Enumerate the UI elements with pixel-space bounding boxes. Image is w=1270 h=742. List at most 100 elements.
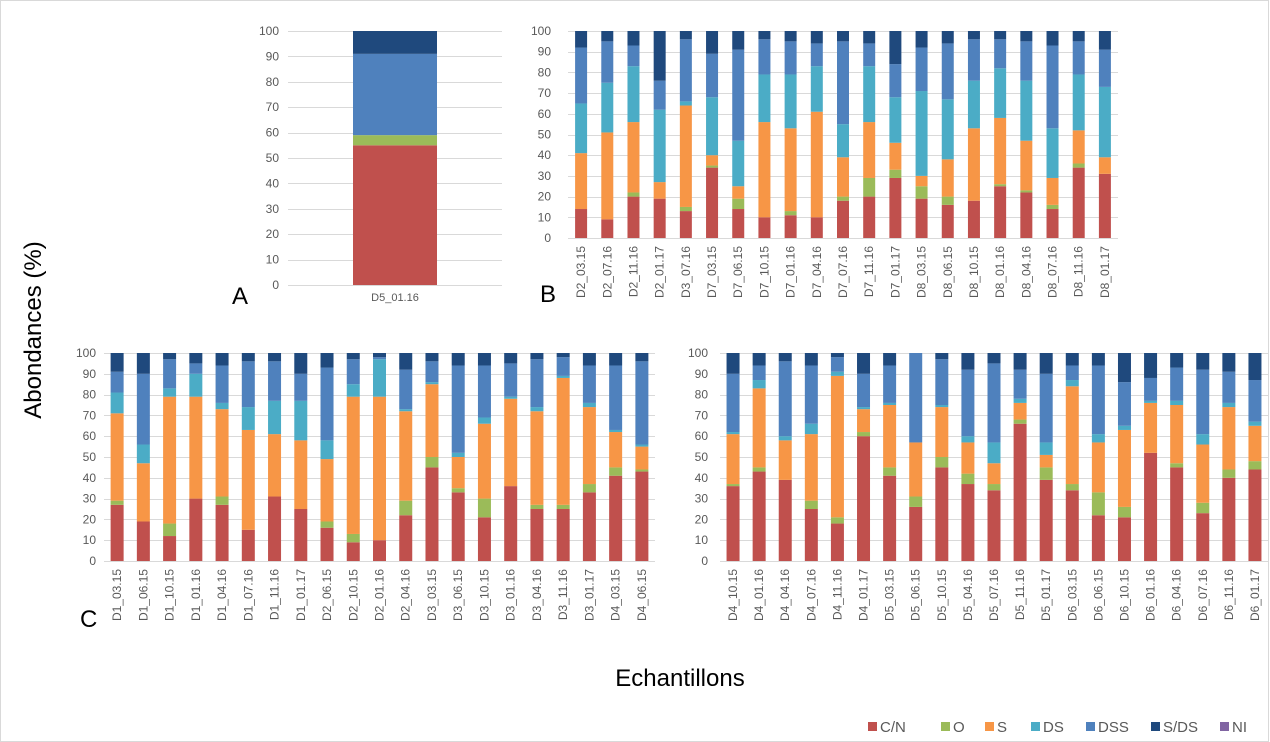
bar-segment-ds — [136, 444, 150, 464]
bar-segment-s-ds — [1039, 353, 1053, 374]
bar-segment-dss — [941, 43, 954, 100]
bar-segment-s — [994, 117, 1007, 185]
bar-segment-s — [830, 375, 844, 518]
bar-segment-c-n — [110, 504, 124, 561]
bar-segment-dss — [189, 363, 203, 374]
bar-segment-dss — [732, 49, 745, 141]
bar-segment-s — [732, 186, 745, 199]
bar-segment-o — [837, 196, 849, 201]
y-tick-label: 100 — [76, 346, 96, 360]
x-tick-label: D3_07.16 — [679, 246, 693, 298]
bar-segment-o — [1020, 190, 1033, 193]
bar-segment-s-ds — [556, 353, 570, 358]
bar-segment-c-n — [609, 475, 623, 561]
bar-segment-c-n — [1091, 515, 1105, 561]
bar-segment-s-ds — [915, 31, 928, 48]
bar-segment-s — [935, 407, 949, 457]
bar-segment-s-ds — [1098, 31, 1111, 50]
bar-segment-o — [941, 196, 954, 205]
y-tick-label: 80 — [266, 75, 280, 89]
bar-segment-s — [863, 122, 876, 178]
y-tick-label: 50 — [538, 128, 552, 142]
bar-segment-dss — [1170, 367, 1184, 401]
x-tick-label: D3_03.15 — [425, 569, 439, 621]
bar-segment-s — [706, 155, 719, 166]
bar-segment-o — [679, 206, 692, 212]
x-tick-label: D1_10.15 — [163, 569, 177, 621]
legend-swatch-dss — [1086, 722, 1095, 731]
bar-segment-o — [110, 500, 124, 505]
bar-segment-o — [706, 165, 719, 168]
bar-segment-s-ds — [530, 353, 544, 360]
x-tick-label: D7_04.16 — [810, 246, 824, 298]
x-tick-label: D2_04.16 — [399, 569, 413, 621]
x-tick-label: D1_01.17 — [294, 569, 308, 621]
bar-segment-dss — [810, 43, 823, 67]
bar-segment-ds — [1196, 434, 1210, 445]
bar-segment-c-n — [804, 509, 818, 561]
bar-segment-s — [967, 128, 980, 201]
bar-segment-s-ds — [1091, 353, 1105, 366]
bar-segment-o — [1170, 463, 1184, 468]
bar-segment-ds — [477, 417, 491, 424]
y-tick-label: 90 — [538, 45, 552, 59]
bar-segment-c-n — [915, 198, 928, 238]
bar-segment-ds — [346, 384, 360, 397]
bar-segment-c-n — [778, 479, 792, 561]
bar-segment-dss — [830, 357, 844, 372]
bar-segment-s — [1091, 442, 1105, 493]
bar-segment-ds — [883, 402, 897, 405]
bar-segment-s — [857, 409, 871, 433]
y-tick-label: 70 — [538, 86, 552, 100]
bar-segment-s-ds — [1222, 353, 1236, 372]
y-tick-label: 70 — [83, 408, 97, 422]
bar-segment-dss — [635, 361, 649, 445]
bar-segment-s — [627, 122, 640, 193]
bar-segment-s — [373, 396, 386, 541]
bar-segment-c-n — [1144, 452, 1158, 561]
y-tick-label: 40 — [266, 176, 280, 190]
bar-segment-c-n — [935, 467, 949, 561]
bar-segment-s-ds — [830, 353, 844, 358]
bar-segment-dss — [609, 365, 623, 430]
bar-segment-s-ds — [1117, 353, 1131, 383]
legend-label: DS — [1043, 719, 1064, 736]
bar-segment-s-ds — [294, 353, 308, 374]
bar-segment-ds — [915, 91, 928, 176]
bar-segment-s-ds — [136, 353, 150, 374]
x-tick-label: D2_10.15 — [346, 569, 360, 621]
y-tick-label: 0 — [89, 554, 96, 568]
bar-segment-o — [1248, 461, 1262, 470]
y-tick-label: 90 — [266, 49, 280, 63]
bar-segment-c-n — [399, 515, 413, 561]
x-tick-label: D7_06.15 — [731, 246, 745, 298]
bar-segment-dss — [504, 363, 518, 397]
bar-segment-ds — [504, 396, 518, 399]
x-tick-label: D1_11.16 — [268, 569, 282, 620]
bar-segment-s-ds — [575, 31, 588, 48]
bar-segment-s-ds — [346, 353, 360, 360]
bar-segment-s-ds — [1196, 353, 1210, 370]
bar-segment-dss — [399, 369, 413, 410]
bar-segment-s-ds — [810, 31, 823, 44]
bar-segment-dss — [857, 373, 871, 408]
bar-segment-o — [909, 496, 923, 507]
bar-segment-c-n — [994, 186, 1007, 238]
x-tick-label: D6_11.16 — [1222, 569, 1236, 620]
bar-segment-ds — [653, 109, 666, 183]
bar-segment-o — [609, 467, 623, 476]
bar-segment-s-ds — [609, 353, 623, 366]
bar-segment-dss — [863, 43, 876, 67]
bar-segment-ds — [810, 66, 823, 112]
bar-segment-s — [987, 463, 1001, 485]
bar-segment-ds — [241, 407, 255, 430]
bar-segment-ds — [215, 402, 229, 410]
bar-segment-ds — [575, 103, 588, 154]
bar-segment-s — [1065, 386, 1079, 485]
x-tick-label: D2_07.16 — [600, 246, 614, 298]
bar-segment-ds — [609, 429, 623, 433]
bar-segment-o — [1222, 469, 1236, 478]
bar-segment-c-n — [909, 506, 923, 561]
bar-segment-s-ds — [778, 353, 792, 362]
